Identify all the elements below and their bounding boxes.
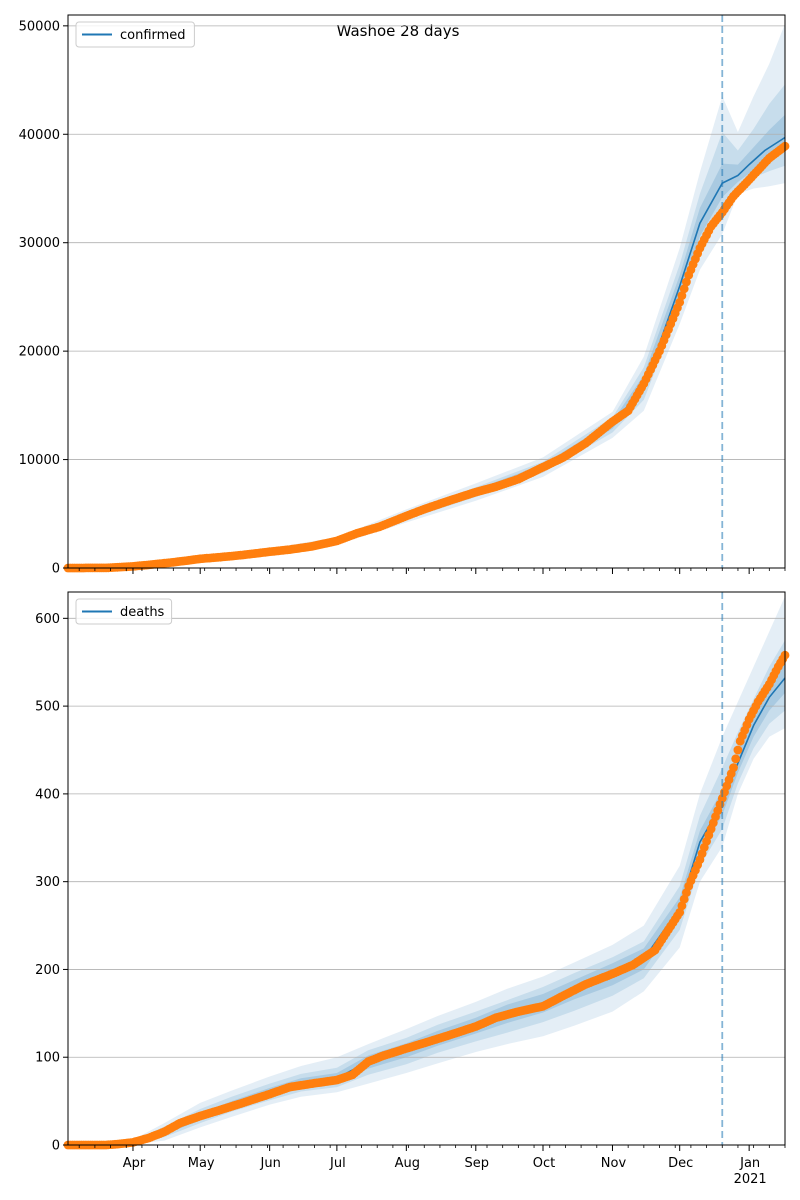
y-tick-label: 50000: [19, 19, 60, 34]
confirmed-x-axis: [78, 568, 786, 574]
observed-point: [677, 291, 687, 300]
confirmed-uncertainty-bands: [68, 23, 785, 569]
y-tick-label: 0: [52, 562, 60, 577]
x-year-label: 2021: [734, 1172, 767, 1187]
observed-point: [731, 754, 741, 764]
x-tick-label: Apr: [123, 1156, 146, 1171]
y-tick-label: 20000: [19, 345, 60, 360]
y-tick-label: 30000: [19, 236, 60, 251]
legend-frame: [75, 598, 173, 625]
confirmed-axes-frame: [67, 14, 786, 569]
y-tick-label: 400: [35, 787, 60, 802]
y-tick-label: 0: [52, 1139, 60, 1154]
x-tick-label: Dec: [668, 1156, 693, 1171]
confirmed-y-axis: 0 10000 20000 30000 40000 50000: [19, 19, 68, 577]
deaths-uncertainty-bands: [68, 596, 785, 1145]
confirmed-panel: 0 10000 20000 30000 40000 50000 confirmed: [19, 14, 790, 577]
observed-point: [677, 901, 687, 911]
deaths-panel: 0 100 200 300 400 500 600 Apr May Jun Jul Aug Sep Oc…: [35, 591, 790, 1187]
legend-frame: [75, 21, 195, 48]
x-tick-label: Sep: [465, 1156, 490, 1171]
legend-label-deaths: deaths: [120, 605, 165, 620]
y-tick-label: 600: [35, 612, 60, 627]
observed-point: [682, 277, 691, 287]
deaths-legend: deaths: [75, 598, 173, 625]
x-tick-label: Nov: [601, 1156, 627, 1171]
uncertainty-band-inner: [68, 114, 785, 569]
observed-point: [679, 894, 689, 904]
y-tick-label: 200: [35, 963, 60, 978]
y-tick-label: 40000: [19, 128, 60, 143]
observed-point: [679, 284, 689, 294]
x-tick-label: Jul: [329, 1156, 346, 1171]
observed-point: [729, 763, 738, 772]
legend-label-confirmed: confirmed: [120, 28, 186, 43]
observed-point: [675, 297, 685, 307]
y-tick-label: 10000: [19, 453, 60, 468]
observed-point: [733, 745, 743, 755]
uncertainty-band-inner: [68, 662, 785, 1145]
uncertainty-band-outer: [68, 596, 785, 1145]
confirmed-observed-points: [63, 141, 790, 573]
uncertainty-band-middle: [68, 640, 785, 1145]
x-tick-label: Aug: [395, 1156, 420, 1171]
figure-title: Washoe 28 days: [337, 22, 460, 40]
x-tick-label: Jun: [260, 1156, 281, 1171]
y-tick-label: 100: [35, 1051, 60, 1066]
y-tick-label: 500: [35, 700, 60, 715]
x-tick-label: Jan: [739, 1156, 760, 1171]
deaths-y-axis: 0 100 200 300 400 500 600: [35, 612, 68, 1154]
deaths-axes-frame: [67, 591, 786, 1146]
deaths-observed-points: [63, 650, 790, 1150]
x-tick-label: Oct: [533, 1156, 555, 1171]
y-tick-label: 300: [35, 875, 60, 890]
observed-point: [675, 908, 685, 917]
confirmed-legend: confirmed: [75, 21, 195, 48]
x-tick-label: May: [188, 1156, 215, 1171]
